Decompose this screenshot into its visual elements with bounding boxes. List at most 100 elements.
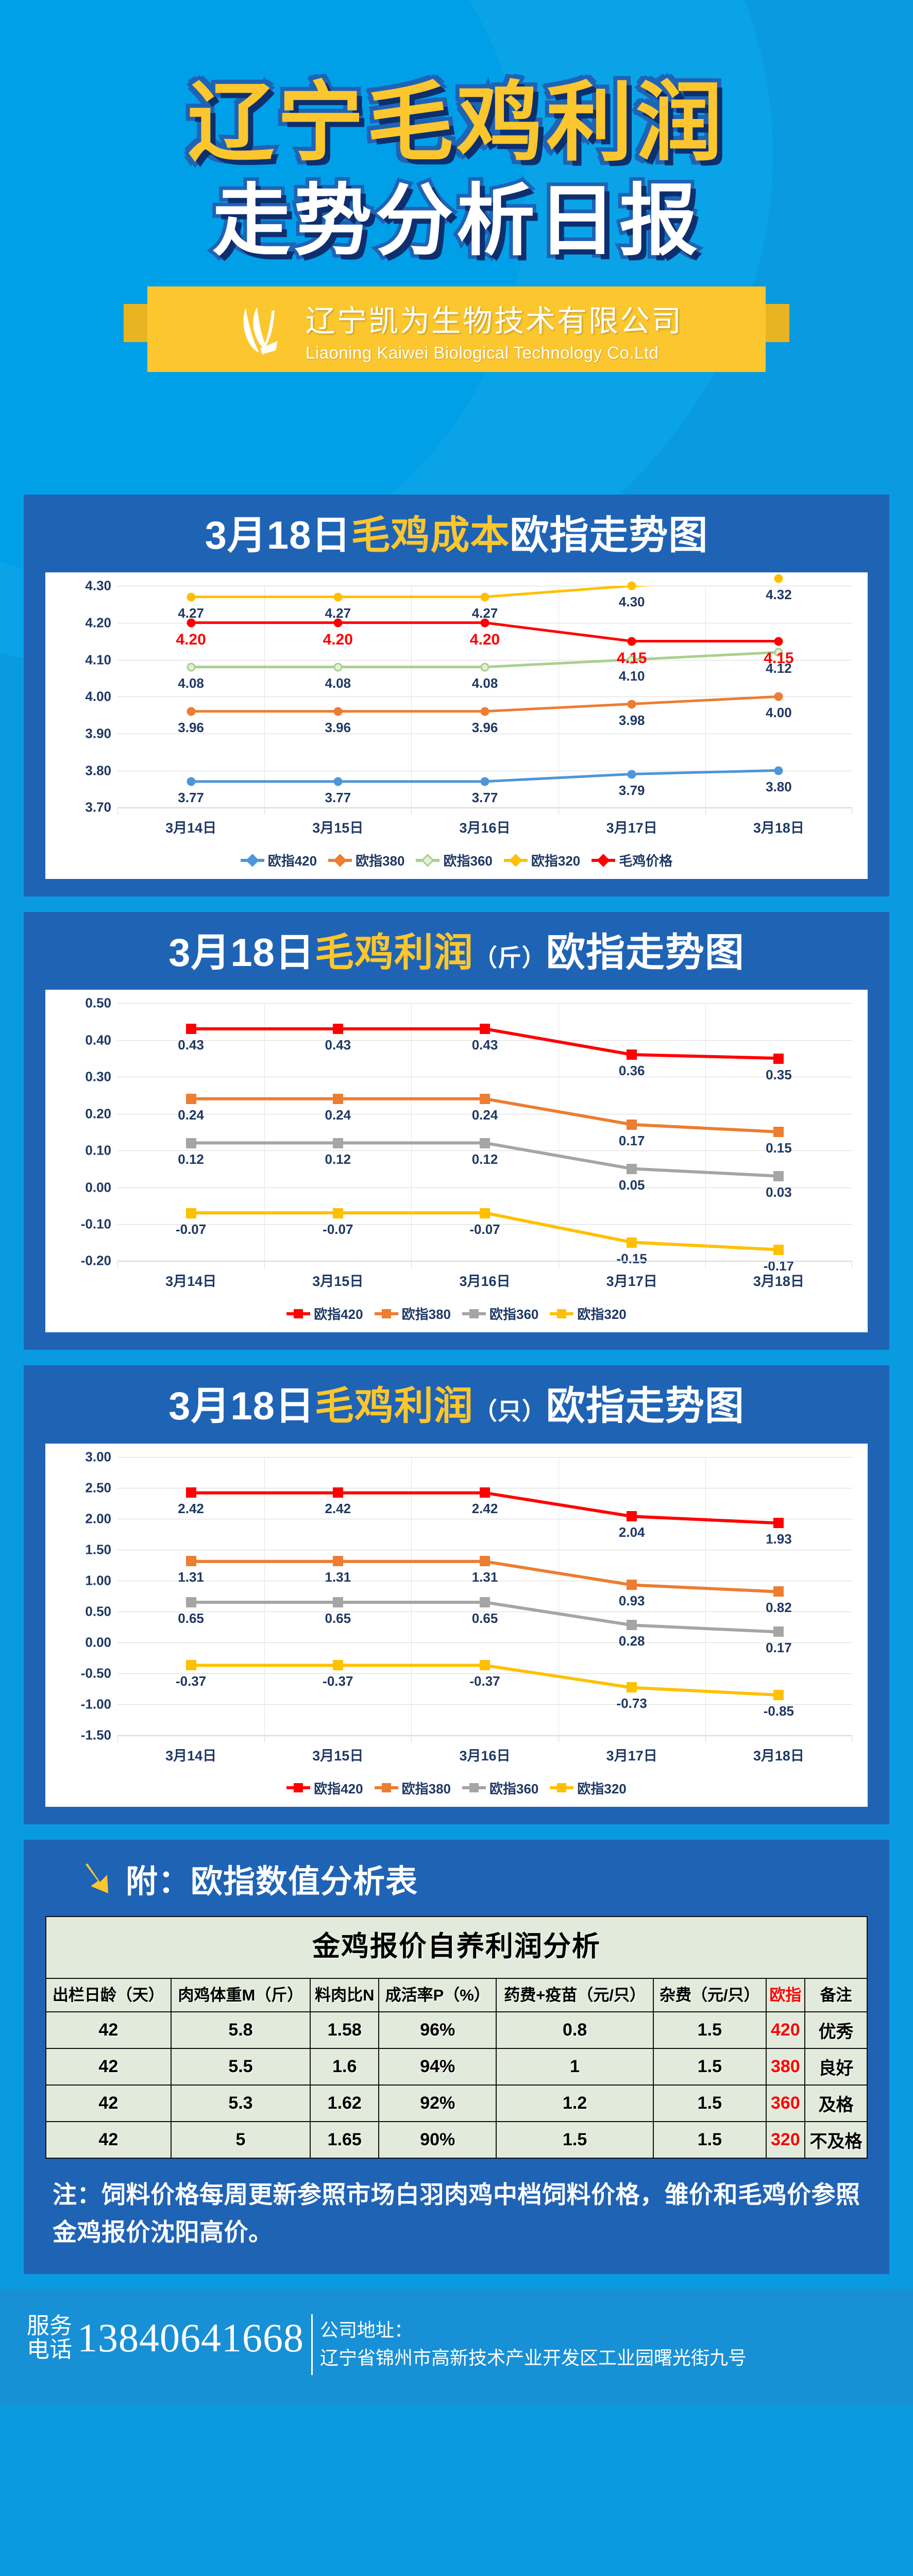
data-point-marker bbox=[774, 766, 783, 775]
legend-item[interactable]: 欧指320 bbox=[550, 1778, 627, 1798]
table-cell-r0-c4: 0.8 bbox=[496, 2011, 654, 2049]
table-cell-r1-c5: 1.5 bbox=[653, 2048, 767, 2086]
gridline bbox=[117, 1673, 852, 1674]
address-label: 公司地址： bbox=[320, 2319, 413, 2341]
data-point-marker bbox=[185, 1024, 196, 1035]
y-axis-tick: 3.80 bbox=[85, 762, 111, 778]
vertical-separator bbox=[705, 1456, 706, 1735]
legend-swatch-icon bbox=[286, 1309, 311, 1318]
table-cell-r1-c4: 1 bbox=[496, 2048, 654, 2086]
y-axis-tick: 0.00 bbox=[85, 1634, 111, 1650]
legend-item[interactable]: 欧指380 bbox=[374, 1304, 451, 1323]
legend-item[interactable]: 欧指320 bbox=[503, 851, 580, 870]
gridline bbox=[117, 1456, 852, 1458]
table-header-row: 出栏日龄（天） 肉鸡体重M（斤） 料肉比N 成活率P（%） 药费+疫苗（元/只） 杂费（元… bbox=[45, 1977, 868, 2013]
y-axis-tick: 0.40 bbox=[85, 1032, 111, 1048]
legend-marker-icon bbox=[469, 1783, 479, 1793]
y-axis-tick: -0.10 bbox=[80, 1216, 111, 1232]
legend-item[interactable]: 欧指360 bbox=[462, 1778, 538, 1798]
data-point-label: -0.15 bbox=[616, 1250, 647, 1266]
y-axis-tick: 0.20 bbox=[85, 1106, 111, 1122]
table-cell-r3-c1: 5 bbox=[170, 2121, 311, 2159]
table-cell-r2-c0: 42 bbox=[45, 2084, 172, 2123]
data-point-label: 4.32 bbox=[766, 586, 792, 602]
data-point-marker bbox=[185, 1094, 196, 1105]
chart-card-1: 3.70 3.80 3.90 4.00 4.10 4.20 4.30 3.77 3.77 3.77… bbox=[45, 572, 868, 879]
data-point-marker bbox=[187, 707, 196, 716]
data-point-marker bbox=[480, 707, 489, 716]
data-point-marker bbox=[480, 1208, 490, 1218]
section-1-date: 3月18日 bbox=[205, 514, 351, 557]
chart-card-2: -0.20 -0.10 0.00 0.10 0.20 0.30 0.40 0.50 0.43 0.… bbox=[45, 990, 868, 1333]
data-point-label: 2.42 bbox=[471, 1501, 498, 1517]
data-point-label: -0.37 bbox=[323, 1673, 353, 1689]
data-point-label: 0.82 bbox=[766, 1600, 792, 1616]
legend-item[interactable]: 欧指380 bbox=[374, 1778, 451, 1798]
company-name-en: Liaoning Kaiwei Biological Technology Co… bbox=[305, 343, 659, 362]
gridline bbox=[117, 1704, 852, 1705]
legend-label: 欧指360 bbox=[489, 1781, 539, 1797]
data-point-label: 3.77 bbox=[178, 790, 204, 806]
data-point-label: 4.08 bbox=[325, 675, 351, 691]
y-axis-tick: 2.00 bbox=[85, 1511, 111, 1527]
data-point-label: 3.79 bbox=[618, 782, 645, 798]
legend-item[interactable]: 毛鸡价格 bbox=[591, 851, 672, 870]
data-point-marker bbox=[480, 1597, 490, 1607]
data-point-marker bbox=[185, 1138, 196, 1148]
service-phone-number[interactable]: 13840641668 bbox=[77, 2315, 304, 2361]
chart-legend: 欧指420 欧指380 欧指360 欧指320 bbox=[61, 1304, 852, 1323]
service-phone-block: 服务 电话 13840641668 bbox=[0, 2314, 304, 2362]
vertical-separator bbox=[411, 1003, 412, 1261]
y-axis-tick: 0.50 bbox=[85, 995, 111, 1011]
data-point-label: 4.12 bbox=[766, 660, 792, 676]
legend-item[interactable]: 欧指320 bbox=[550, 1304, 627, 1323]
table-cell-r2-c6: 360 bbox=[765, 2084, 806, 2123]
legend-item[interactable]: 欧指360 bbox=[462, 1304, 538, 1323]
legend-label: 毛鸡价格 bbox=[619, 853, 673, 869]
legend-swatch-icon bbox=[374, 1309, 398, 1318]
legend-item[interactable]: 欧指380 bbox=[328, 851, 404, 870]
section-3-date: 3月18日 bbox=[168, 1384, 315, 1429]
data-point-label: 0.35 bbox=[766, 1066, 792, 1082]
data-point-label: 4.08 bbox=[178, 675, 204, 691]
data-point-marker bbox=[774, 637, 783, 646]
data-point-marker bbox=[627, 1619, 637, 1630]
data-point-marker bbox=[187, 777, 196, 786]
section-3-tail: 欧指走势图 bbox=[546, 1384, 745, 1429]
legend-item[interactable]: 欧指420 bbox=[286, 1778, 363, 1798]
table-cell-r0-c1: 5.8 bbox=[170, 2011, 311, 2049]
table-cell-r0-c6: 420 bbox=[765, 2011, 806, 2049]
data-point-marker bbox=[627, 700, 636, 709]
data-point-marker bbox=[627, 637, 636, 646]
data-point-label: 3.77 bbox=[325, 790, 351, 806]
vertical-separator bbox=[705, 586, 706, 808]
data-point-label: 0.24 bbox=[178, 1107, 204, 1123]
y-axis-tick: 4.10 bbox=[85, 652, 111, 668]
legend-item[interactable]: 欧指360 bbox=[416, 851, 493, 870]
gridline bbox=[117, 1150, 852, 1151]
data-point-marker bbox=[773, 1127, 784, 1138]
legend-item[interactable]: 欧指420 bbox=[240, 851, 317, 870]
data-point-marker bbox=[627, 1682, 637, 1693]
data-point-marker bbox=[627, 581, 636, 590]
legend-marker-icon bbox=[597, 853, 610, 867]
table-cell-r3-c5: 1.5 bbox=[653, 2121, 767, 2159]
table-cell-r2-c1: 5.3 bbox=[170, 2084, 311, 2123]
table-title: 金鸡报价自养利润分析 bbox=[45, 1916, 868, 1979]
legend-swatch-icon bbox=[550, 1309, 574, 1318]
data-point-label: 4.10 bbox=[618, 668, 645, 684]
chart-legend: 欧指420 欧指380 欧指360 欧指320 bbox=[61, 1778, 852, 1798]
legend-swatch-icon bbox=[328, 853, 352, 867]
company-name-cn: 辽宁凯为生物技术有限公司 bbox=[305, 304, 683, 338]
table-cell-r3-c7: 不及格 bbox=[804, 2121, 868, 2159]
data-point-marker bbox=[773, 1244, 784, 1255]
section-2-suffix: （斤） bbox=[473, 944, 546, 972]
legend-swatch-icon bbox=[374, 1783, 398, 1793]
legend-label: 欧指420 bbox=[267, 853, 317, 869]
legend-swatch-icon bbox=[503, 853, 528, 867]
gridline bbox=[117, 1040, 852, 1041]
legend-item[interactable]: 欧指420 bbox=[286, 1304, 363, 1323]
y-axis-tick: 0.50 bbox=[85, 1603, 111, 1619]
data-point-marker bbox=[333, 777, 343, 786]
data-point-label: 0.65 bbox=[178, 1610, 204, 1626]
